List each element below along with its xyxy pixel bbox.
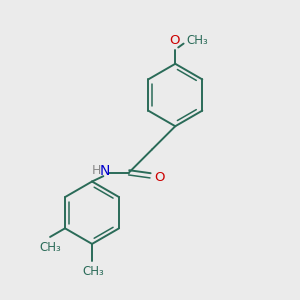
Text: CH₃: CH₃ [83, 265, 104, 278]
Text: O: O [154, 170, 164, 184]
Text: CH₃: CH₃ [186, 34, 208, 46]
Text: O: O [169, 34, 180, 47]
Text: CH₃: CH₃ [39, 241, 61, 254]
Text: N: N [100, 164, 110, 178]
Text: H: H [92, 164, 101, 177]
